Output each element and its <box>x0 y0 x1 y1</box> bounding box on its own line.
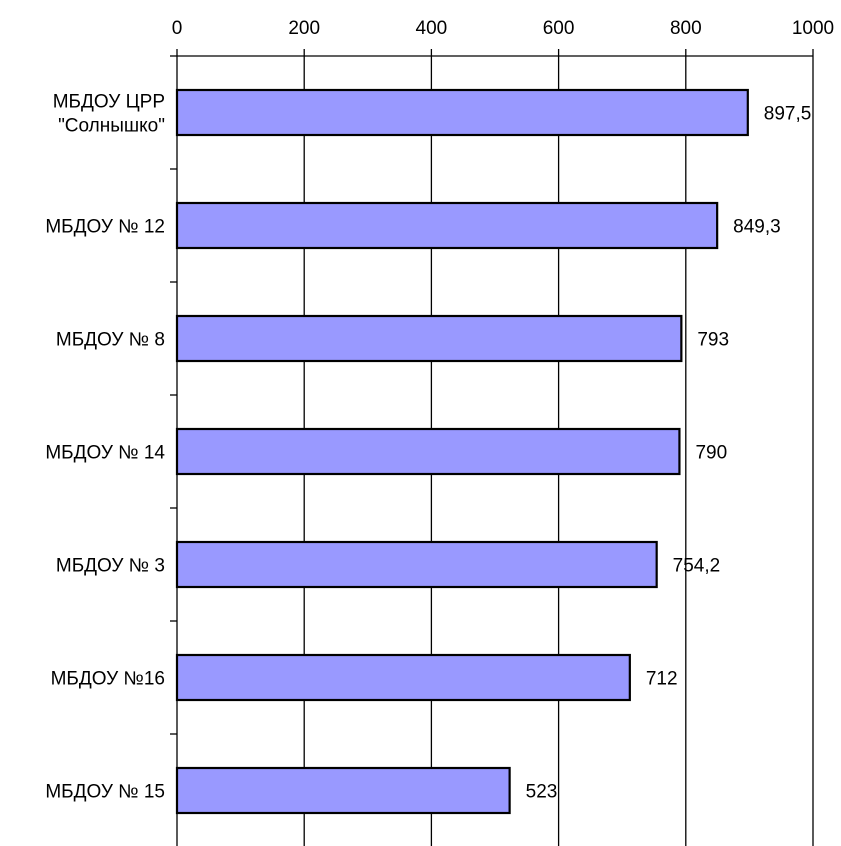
data-labels: 897,5 849,3 793 790 754,2 712 523 <box>526 104 812 803</box>
x-tick-label: 0 <box>172 18 183 39</box>
bar <box>175 201 719 250</box>
data-label: 712 <box>646 669 678 690</box>
category-label: МБДОУ № 15 <box>45 782 165 803</box>
category-label: МБДОУ № 14 <box>45 443 165 464</box>
data-label: 754,2 <box>673 556 721 577</box>
data-label: 897,5 <box>764 104 812 125</box>
data-label: 849,3 <box>733 217 781 238</box>
bars <box>175 88 749 815</box>
bar <box>175 653 631 702</box>
bar <box>175 427 681 476</box>
category-label: МБДОУ № 3 <box>56 556 165 577</box>
bar <box>175 540 658 589</box>
x-tick-label: 200 <box>288 18 320 39</box>
x-tick-label: 1000 <box>792 18 834 39</box>
bar <box>175 314 683 363</box>
bar <box>175 88 749 137</box>
data-label: 793 <box>697 330 729 351</box>
category-label-line: МБДОУ № 14 <box>45 443 165 464</box>
category-label: МБДОУ ЦРР "Солнышко" <box>53 92 165 137</box>
category-label-line: МБДОУ № 15 <box>45 782 165 803</box>
category-label-line: МБДОУ № 8 <box>56 330 165 351</box>
category-label: МБДОУ №16 <box>51 669 165 690</box>
category-label-line: МБДОУ ЦРР <box>53 92 165 113</box>
bar <box>175 766 511 815</box>
category-label: МБДОУ № 8 <box>56 330 165 351</box>
x-tick-label: 800 <box>670 18 702 39</box>
data-label: 790 <box>695 443 727 464</box>
category-labels: МБДОУ ЦРР "Солнышко" МБДОУ № 12 МБДОУ № 8 МБ… <box>45 92 165 803</box>
x-tick-label: 400 <box>416 18 448 39</box>
x-tick-label: 600 <box>543 18 575 39</box>
category-label-line: МБДОУ № 12 <box>45 217 165 238</box>
data-label: 523 <box>526 782 558 803</box>
category-label-line: "Солнышко" <box>58 116 165 137</box>
category-label-line: МБДОУ № 3 <box>56 556 165 577</box>
category-label: МБДОУ № 12 <box>45 217 165 238</box>
x-tick-labels: 0 200 400 600 800 1000 <box>172 18 834 39</box>
category-label-line: МБДОУ №16 <box>51 669 165 690</box>
